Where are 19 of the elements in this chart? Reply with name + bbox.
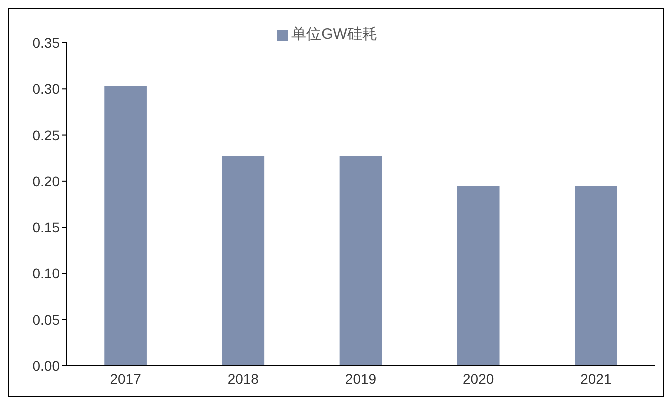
y-tick-label: 0.30 — [32, 81, 60, 98]
legend-label: 单位GW硅耗 — [292, 26, 378, 43]
y-tick-label: 0.35 — [32, 34, 60, 51]
y-tick-label: 0.15 — [32, 220, 60, 236]
x-tick-label: 2017 — [110, 370, 142, 387]
x-tick-label: 2018 — [228, 370, 260, 387]
bar — [457, 186, 500, 366]
x-tick-label: 2020 — [463, 370, 494, 387]
bar — [222, 156, 265, 366]
bar — [340, 156, 382, 366]
y-tick-label: 0.25 — [32, 127, 60, 144]
y-tick-label: 0.00 — [32, 358, 60, 374]
x-tick-label: 2019 — [345, 370, 377, 387]
y-tick-label: 0.05 — [32, 312, 60, 328]
y-tick-label: 0.20 — [32, 173, 60, 190]
bar — [104, 86, 147, 366]
y-tick-label: 0.10 — [32, 266, 60, 282]
bar — [575, 186, 618, 366]
x-tick-label: 2021 — [580, 370, 612, 387]
